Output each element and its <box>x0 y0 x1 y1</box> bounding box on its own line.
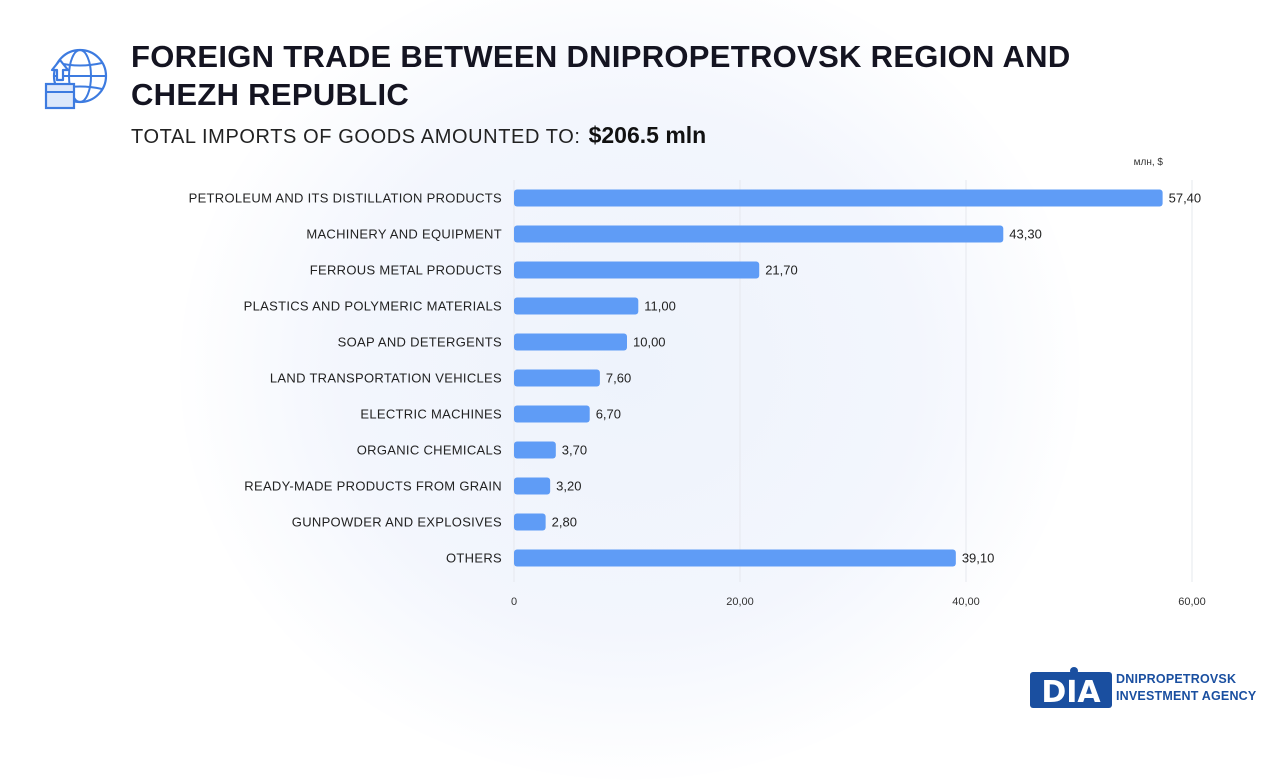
category-label: FERROUS METAL PRODUCTS <box>310 263 502 278</box>
brand-name: DNIPROPETROVSK INVESTMENT AGENCY <box>1116 671 1256 705</box>
data-label: 6,70 <box>596 407 621 422</box>
category-label: LAND TRANSPORTATION VEHICLES <box>270 371 502 386</box>
globe-box-upload-icon <box>44 48 108 110</box>
bar <box>514 225 1004 243</box>
category-label: ELECTRIC MACHINES <box>360 407 502 422</box>
x-tick-label: 20,00 <box>726 596 754 608</box>
bar <box>514 405 590 423</box>
data-label: 39,10 <box>962 551 995 566</box>
bar <box>514 261 760 279</box>
x-tick-label: 40,00 <box>952 596 980 608</box>
category-label: READY-MADE PRODUCTS FROM GRAIN <box>244 479 502 494</box>
bar-layer <box>514 189 1163 567</box>
data-label: 3,20 <box>556 479 581 494</box>
unit-label: млн, $ <box>1134 157 1164 168</box>
page-title: FOREIGN TRADE BETWEEN DNIPROPETROVSK REG… <box>131 39 1071 112</box>
dia-logo: DIA <box>1030 667 1112 710</box>
label-layer: 0 20,00 40,00 60,00 PETROLEUM AND ITS DISTIL… <box>189 191 1206 609</box>
data-label: 57,40 <box>1169 191 1202 206</box>
x-tick-label: 60,00 <box>1178 596 1206 608</box>
category-label: PLASTICS AND POLYMERIC MATERIALS <box>244 299 502 314</box>
category-label: PETROLEUM AND ITS DISTILLATION PRODUCTS <box>189 191 502 206</box>
category-label: ORGANIC CHEMICALS <box>357 443 502 458</box>
subtitle-label: TOTAL IMPORTS OF GOODS AMOUNTED TO: <box>131 126 581 148</box>
bar <box>514 477 551 495</box>
data-label: 3,70 <box>562 443 587 458</box>
background-glow <box>180 0 1080 780</box>
total-imports-amount: $206.5 mln <box>588 122 707 148</box>
data-label: 10,00 <box>633 335 666 350</box>
bar <box>514 333 627 351</box>
bar <box>514 369 600 387</box>
imports-bar-chart: 0 20,00 40,00 60,00 PETROLEUM AND ITS DISTIL… <box>189 157 1206 609</box>
page-subtitle: TOTAL IMPORTS OF GOODS AMOUNTED TO: $206.… <box>131 122 706 149</box>
data-label: 2,80 <box>552 515 577 530</box>
bar <box>514 189 1163 207</box>
bar <box>514 297 639 315</box>
bar <box>514 549 956 567</box>
data-label: 43,30 <box>1009 227 1042 242</box>
x-tick-label: 0 <box>511 596 517 608</box>
category-label: MACHINERY AND EQUIPMENT <box>306 227 502 242</box>
brand-line-2: INVESTMENT AGENCY <box>1116 689 1257 703</box>
data-label: 11,00 <box>644 299 676 314</box>
category-label: GUNPOWDER AND EXPLOSIVES <box>292 515 502 530</box>
brand-line-1: DNIPROPETROVSK <box>1116 672 1237 686</box>
bar <box>514 513 546 531</box>
category-label: OTHERS <box>446 551 502 566</box>
logo-letters: DIA <box>1041 675 1101 710</box>
data-label: 21,70 <box>765 263 798 278</box>
bar <box>514 441 556 459</box>
data-label: 7,60 <box>606 371 631 386</box>
category-label: SOAP AND DETERGENTS <box>338 335 502 350</box>
